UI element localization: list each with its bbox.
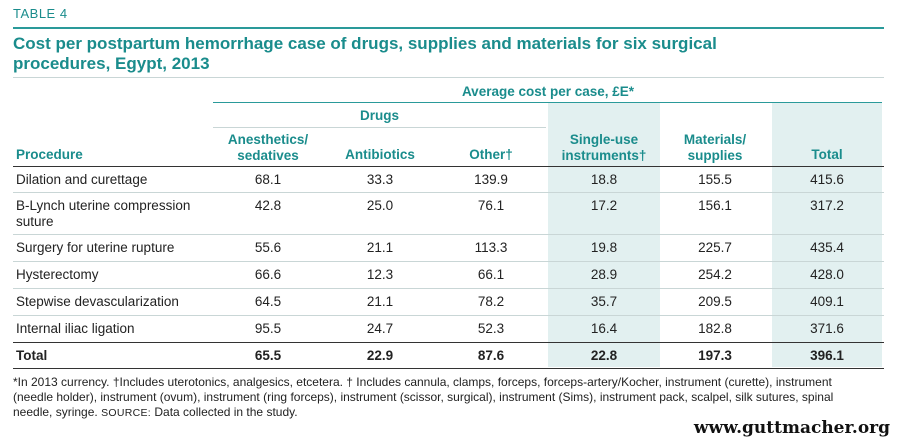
row-value: 21.1 <box>366 294 394 309</box>
header-anesthetics: Anesthetics/ sedatives <box>227 132 309 163</box>
header-single-use: Single-use instruments† <box>561 132 647 163</box>
row-value: 415.6 <box>810 172 844 187</box>
website-url: www.guttmacher.org <box>689 416 894 440</box>
row-value: 435.4 <box>810 240 844 255</box>
row-value: 35.7 <box>590 294 618 309</box>
total-value: 87.6 <box>477 348 505 363</box>
total-value: 22.9 <box>366 348 394 363</box>
row-value: 21.1 <box>366 240 394 255</box>
rule-row-3 <box>13 261 884 262</box>
row-value: 209.5 <box>698 294 732 309</box>
rule-header <box>13 166 884 167</box>
row-value: 19.8 <box>590 240 618 255</box>
header-drugs: Drugs <box>359 108 399 123</box>
row-value: 33.3 <box>366 172 394 187</box>
row-procedure: B-Lynch uterine compression suture <box>16 198 191 229</box>
rule-super <box>213 102 882 103</box>
row-value: 182.8 <box>698 321 732 336</box>
rule-row-1 <box>13 192 884 193</box>
row-value: 156.1 <box>698 198 732 213</box>
row-value: 52.3 <box>477 321 505 336</box>
rule-bottom <box>13 368 884 369</box>
row-value: 139.9 <box>474 172 508 187</box>
shade-single-use <box>548 103 660 367</box>
footnote: *In 2013 currency. †Includes uterotonics… <box>13 375 873 421</box>
row-value: 68.1 <box>254 172 282 187</box>
row-value: 55.6 <box>254 240 282 255</box>
row-value: 428.0 <box>810 267 844 282</box>
rule-drugs <box>213 127 546 128</box>
rule-top <box>13 77 884 78</box>
row-value: 24.7 <box>366 321 394 336</box>
footnote-text: *In 2013 currency. †Includes uterotonics… <box>13 375 834 419</box>
table-title: Cost per postpartum hemorrhage case of d… <box>13 34 717 73</box>
total-value: 197.3 <box>698 348 732 363</box>
row-value: 254.2 <box>698 267 732 282</box>
total-value: 22.8 <box>590 348 618 363</box>
row-value: 66.6 <box>254 267 282 282</box>
row-value: 12.3 <box>366 267 394 282</box>
header-average-cost: Average cost per case, £E* <box>461 84 635 99</box>
row-value: 95.5 <box>254 321 282 336</box>
source-text: Data collected in the study. <box>154 405 298 419</box>
rule-row-4 <box>13 288 884 289</box>
header-antibiotics: Antibiotics <box>345 147 415 162</box>
row-value: 66.1 <box>477 267 505 282</box>
row-value: 42.8 <box>254 198 282 213</box>
row-value: 16.4 <box>590 321 618 336</box>
table-label: TABLE 4 <box>13 6 68 21</box>
row-value: 155.5 <box>698 172 732 187</box>
row-procedure: Internal iliac ligation <box>16 321 135 336</box>
row-procedure: Hysterectomy <box>16 267 99 282</box>
row-value: 64.5 <box>254 294 282 309</box>
row-value: 76.1 <box>477 198 505 213</box>
total-value: 396.1 <box>810 348 844 363</box>
total-value: 65.5 <box>254 348 282 363</box>
header-procedure: Procedure <box>16 147 83 162</box>
row-value: 225.7 <box>698 240 732 255</box>
header-total: Total <box>811 147 843 162</box>
row-procedure: Surgery for uterine rupture <box>16 240 175 255</box>
row-value: 113.3 <box>474 240 508 255</box>
rule-total <box>13 342 884 343</box>
row-value: 25.0 <box>366 198 394 213</box>
row-procedure: Dilation and curettage <box>16 172 148 187</box>
row-procedure: Stepwise devascularization <box>16 294 179 309</box>
rule-row-5 <box>13 315 884 316</box>
row-value: 28.9 <box>590 267 618 282</box>
header-other: Other† <box>469 147 513 162</box>
row-value: 17.2 <box>590 198 618 213</box>
row-value: 409.1 <box>810 294 844 309</box>
shade-total <box>772 103 882 367</box>
row-value: 78.2 <box>477 294 505 309</box>
row-value: 18.8 <box>590 172 618 187</box>
row-value: 317.2 <box>810 198 844 213</box>
title-rule <box>13 27 884 29</box>
header-materials: Materials/ supplies <box>683 132 747 163</box>
row-value: 371.6 <box>810 321 844 336</box>
total-label: Total <box>16 348 48 363</box>
rule-row-2 <box>13 234 884 235</box>
source-label: SOURCE: <box>101 407 152 419</box>
